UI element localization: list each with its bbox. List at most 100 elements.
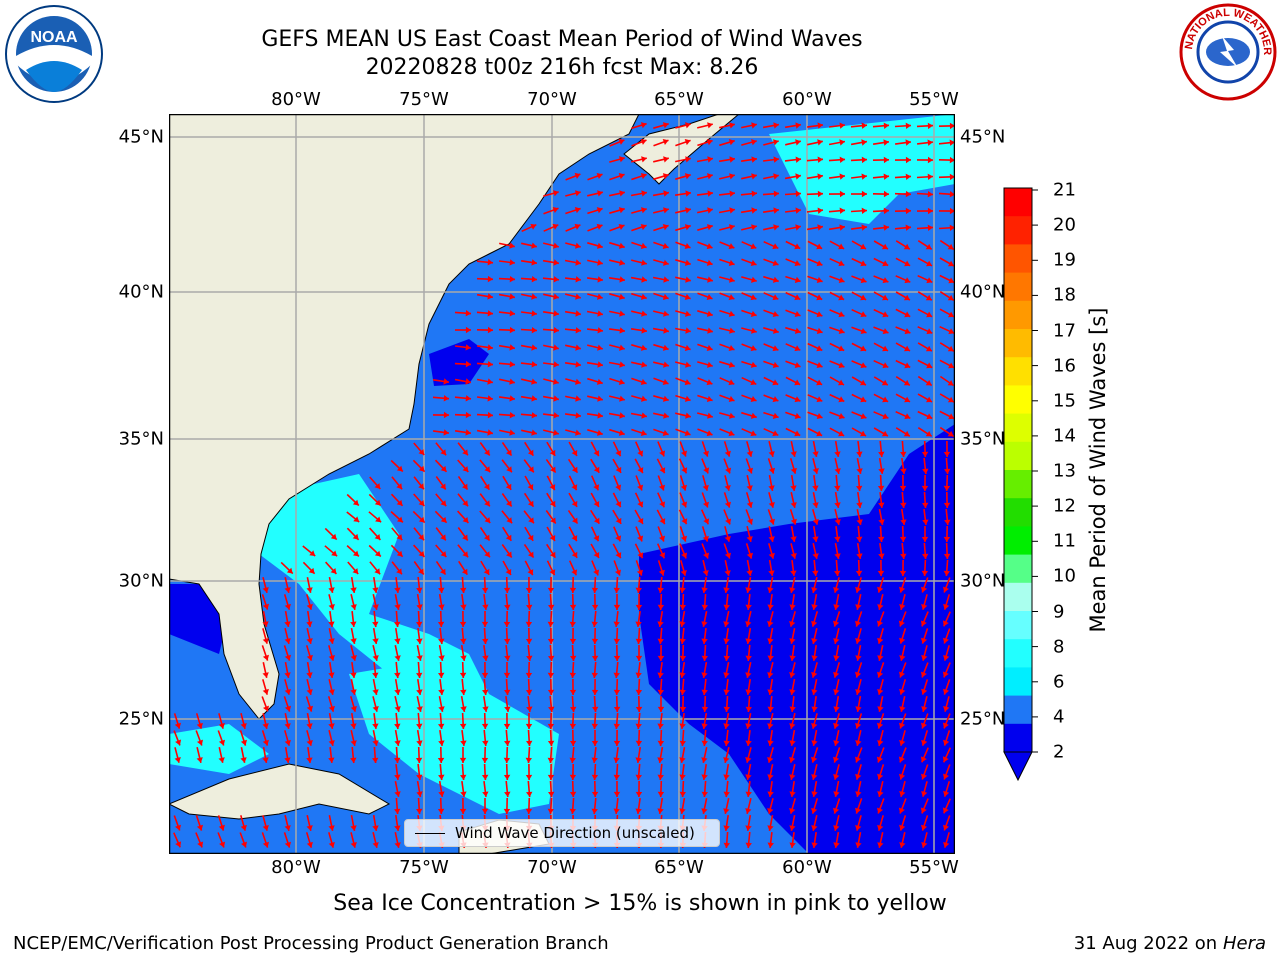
- wave-direction-arrow: [413, 442, 425, 456]
- wave-direction-arrow: [741, 411, 757, 419]
- wave-direction-arrow: [653, 428, 669, 436]
- wave-direction-arrow: [590, 543, 600, 559]
- wave-direction-arrow: [568, 526, 578, 542]
- wave-direction-arrow: [586, 276, 604, 283]
- wave-direction-arrow: [899, 713, 907, 729]
- wave-direction-arrow: [481, 611, 489, 627]
- wave-direction-arrow: [631, 122, 647, 130]
- wave-direction-arrow: [476, 395, 494, 402]
- colorbar-segment: [1004, 723, 1032, 753]
- wave-direction-arrow: [350, 679, 357, 695]
- wave-direction-arrow: [675, 259, 691, 266]
- wave-direction-arrow: [895, 275, 911, 284]
- wave-direction-arrow: [806, 190, 824, 198]
- wave-direction-arrow: [900, 457, 907, 475]
- wave-direction-arrow: [460, 593, 467, 611]
- colorbar-extend-triangle: [1003, 751, 1033, 782]
- wave-direction-arrow: [454, 310, 472, 317]
- wave-direction-arrow: [943, 696, 950, 712]
- wave-direction-arrow: [789, 593, 796, 611]
- wave-direction-arrow: [547, 678, 555, 696]
- wave-direction-arrow: [587, 190, 603, 197]
- wave-direction-arrow: [873, 359, 889, 369]
- wave-direction-arrow: [768, 559, 775, 577]
- wave-direction-arrow: [790, 543, 797, 559]
- wave-direction-arrow: [701, 627, 708, 645]
- wave-direction-arrow: [564, 361, 582, 368]
- wave-direction-arrow: [679, 763, 686, 781]
- wave-direction-arrow: [438, 576, 445, 594]
- wave-direction-arrow: [745, 509, 753, 525]
- wave-direction-arrow: [569, 593, 577, 611]
- wave-direction-arrow: [503, 610, 511, 628]
- wave-direction-arrow: [917, 410, 933, 420]
- wave-direction-arrow: [591, 763, 599, 781]
- wave-direction-arrow: [350, 645, 357, 661]
- wave-direction-arrow: [701, 543, 710, 559]
- wave-direction-arrow: [745, 594, 752, 610]
- wave-direction-arrow: [701, 526, 709, 542]
- wave-direction-arrow: [613, 798, 620, 814]
- wave-direction-arrow: [306, 746, 313, 764]
- wave-direction-arrow: [609, 310, 625, 317]
- wave-direction-arrow: [520, 395, 538, 402]
- wave-direction-arrow: [917, 427, 933, 437]
- wind-wave-arrows: [173, 122, 955, 849]
- wave-direction-arrow: [916, 224, 934, 231]
- wave-direction-arrow: [878, 492, 885, 508]
- wave-direction-arrow: [899, 474, 907, 492]
- wave-direction-arrow: [656, 543, 666, 559]
- wave-direction-arrow: [719, 173, 735, 180]
- wave-direction-arrow: [811, 831, 818, 849]
- wave-direction-arrow: [520, 344, 538, 351]
- wave-direction-arrow: [833, 593, 840, 611]
- wave-direction-arrow: [394, 645, 401, 661]
- wave-direction-arrow: [855, 628, 862, 644]
- wave-direction-arrow: [921, 559, 929, 577]
- wave-direction-arrow: [586, 412, 604, 419]
- wave-direction-arrow: [328, 645, 335, 661]
- wave-direction-arrow: [675, 428, 691, 436]
- wave-direction-arrow: [763, 258, 779, 266]
- wave-direction-arrow: [878, 440, 885, 458]
- wave-direction-arrow: [833, 764, 840, 780]
- wave-direction-arrow: [479, 442, 491, 456]
- wave-direction-arrow: [609, 241, 625, 249]
- wave-direction-arrow: [939, 239, 955, 251]
- wave-direction-arrow: [834, 559, 841, 577]
- wave-direction-arrow: [630, 412, 648, 419]
- wave-direction-arrow: [261, 594, 269, 610]
- wave-direction-arrow: [482, 627, 489, 645]
- wave-direction-arrow: [372, 610, 379, 628]
- wave-direction-arrow: [525, 713, 533, 729]
- wave-direction-arrow: [679, 475, 687, 491]
- wave-direction-arrow: [697, 139, 713, 147]
- wave-direction-arrow: [416, 593, 423, 611]
- wave-direction-arrow: [719, 224, 735, 231]
- wave-direction-arrow: [785, 326, 801, 334]
- wave-direction-arrow: [899, 679, 907, 695]
- wave-direction-arrow: [741, 139, 757, 146]
- wave-direction-arrow: [894, 173, 912, 180]
- wave-direction-arrow: [524, 526, 534, 542]
- wave-direction-arrow: [921, 440, 929, 458]
- wave-direction-arrow: [829, 291, 845, 301]
- wave-direction-arrow: [877, 559, 885, 577]
- wave-direction-arrow: [719, 122, 735, 129]
- wave-direction-arrow: [939, 291, 955, 301]
- wave-direction-arrow: [657, 696, 665, 712]
- wave-direction-arrow: [394, 678, 401, 696]
- wave-direction-arrow: [678, 509, 688, 525]
- wave-direction-arrow: [767, 611, 774, 627]
- wave-direction-arrow: [390, 459, 404, 473]
- wave-direction-arrow: [503, 797, 511, 815]
- wave-direction-arrow: [943, 815, 951, 831]
- wave-direction-arrow: [812, 492, 819, 508]
- wave-direction-arrow: [741, 241, 757, 250]
- wave-direction-arrow: [877, 696, 884, 712]
- wave-direction-arrow: [856, 509, 863, 525]
- colorbar-segment: [1004, 667, 1032, 697]
- wave-direction-arrow: [652, 190, 670, 197]
- wave-direction-arrow: [900, 508, 907, 526]
- wave-direction-arrow: [525, 678, 533, 696]
